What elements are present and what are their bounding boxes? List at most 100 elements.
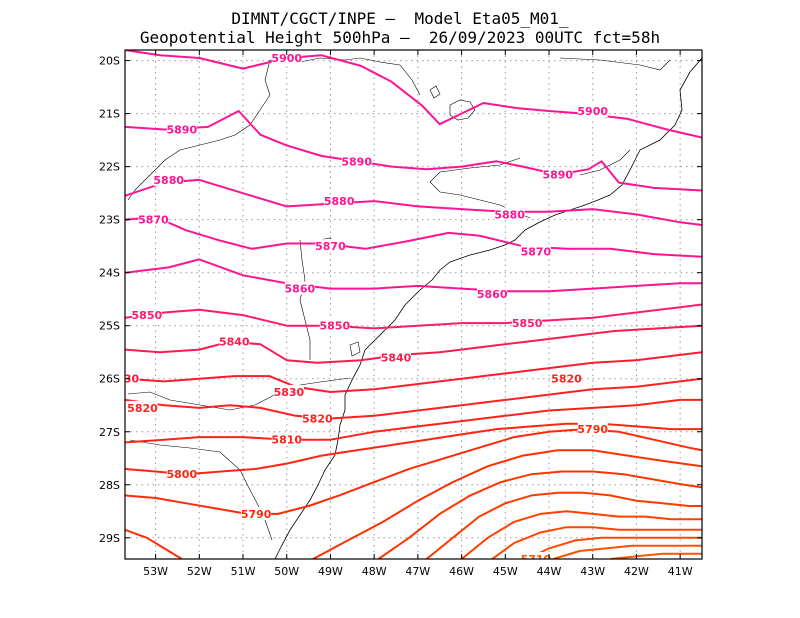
- contour-label-bg: [219, 334, 250, 348]
- contour-label-bg: [542, 167, 573, 181]
- contour-5780: [125, 528, 183, 559]
- contour-label: 5850: [132, 309, 163, 322]
- coastline-and-borders: [127, 57, 702, 559]
- contour-label-bg: [166, 467, 197, 481]
- contour-label: 5840: [381, 352, 412, 365]
- contour-label: 5870: [521, 245, 552, 258]
- contour-label: 5890: [167, 124, 198, 137]
- lat-tick-label: 23S: [99, 214, 120, 227]
- lon-tick-label: 46W: [449, 565, 474, 578]
- contour-label-bg: [302, 411, 333, 425]
- contour-5870: [125, 216, 702, 258]
- contour-5820: [125, 377, 702, 420]
- lat-tick-label: 24S: [99, 267, 120, 280]
- coastline: [274, 57, 702, 559]
- lat-tick-label: 21S: [99, 108, 120, 121]
- lon-tick-label: 41W: [668, 565, 693, 578]
- contour-5760: [425, 491, 702, 559]
- lat-tick-label: 26S: [99, 373, 120, 386]
- contour-label: 5810: [271, 434, 302, 447]
- state-border: [127, 57, 671, 541]
- contour-label: 5860: [285, 283, 316, 296]
- contour-5750: [460, 510, 702, 559]
- contour-label-bg: [324, 194, 355, 208]
- contour-label-bg: [551, 371, 582, 385]
- contour-label-bg: [127, 400, 158, 414]
- contour-label-bg: [520, 552, 551, 559]
- contour-label: 5850: [512, 317, 543, 330]
- contour-5770: [377, 470, 702, 559]
- contour-label: 5870: [315, 240, 346, 253]
- contour-label: 5790: [577, 423, 608, 436]
- contour-label-bg: [131, 308, 162, 322]
- contour-label: 5790: [241, 508, 272, 521]
- contour-label-bg: [241, 506, 272, 520]
- contour-label: 5900: [577, 105, 608, 118]
- lat-tick-label: 27S: [99, 426, 120, 439]
- contour-5790: [125, 428, 702, 515]
- contour-5740: [491, 526, 702, 559]
- islands-lakes: [319, 85, 476, 357]
- lon-tick-label: 48W: [362, 565, 387, 578]
- contour-label-bg: [138, 212, 169, 226]
- contour-labels: 5900 5900 5890 5890 5890 5880 5880 5880 5870 5870…: [124, 50, 608, 566]
- contour-label-bg: [520, 244, 551, 258]
- contour-label: 5820: [302, 412, 333, 425]
- contour-5850: [125, 303, 702, 330]
- contour-label-bg: [273, 384, 304, 398]
- map-frame: [124, 49, 703, 560]
- contour-label: 5710: [521, 553, 552, 566]
- lon-tick-label: 42W: [624, 565, 649, 578]
- lat-tick-label: 29S: [99, 532, 120, 545]
- contour-label-bg: [341, 154, 372, 168]
- contour-label: 5890: [341, 155, 372, 168]
- lon-tick-label: 51W: [231, 565, 256, 578]
- contour-label-bg: [271, 50, 302, 64]
- contour-label-bg: [125, 371, 140, 385]
- axis-ticks: 53W 52W 51W 50W 49W 48W 47W 46W 45W 44W 43W 42W 41W 2…: [99, 50, 702, 578]
- map-title-line-1: DIMNT/CGCT/INPE — Model Eta05_M01_: [231, 9, 569, 28]
- contour-5830: [125, 351, 702, 393]
- contour-5810: [125, 398, 702, 444]
- lon-tick-label: 44W: [537, 565, 562, 578]
- contour-label-bg: [477, 286, 508, 300]
- contour-label: 30: [124, 373, 140, 386]
- contour-label-bg: [512, 316, 543, 330]
- lat-tick-label: 20S: [99, 55, 120, 68]
- map-title-line-2: Geopotential Height 500hPa — 26/09/2023 …: [139, 28, 661, 47]
- contour-label: 5870: [138, 214, 169, 227]
- lat-tick-label: 22S: [99, 161, 120, 174]
- contour-label: 5860: [477, 288, 508, 301]
- contour-5710: [610, 552, 702, 559]
- contour-label-bg: [315, 239, 346, 253]
- contour-5840: [125, 324, 702, 364]
- contour-label-bg: [284, 281, 315, 295]
- contour-5860: [125, 258, 702, 293]
- lon-tick-label: 53W: [143, 565, 168, 578]
- contour-label: 5800: [167, 468, 198, 481]
- contour-label: 5820: [127, 402, 158, 415]
- contour-label-bg: [494, 207, 525, 221]
- contour-label: 5830: [274, 386, 305, 399]
- lon-tick-label: 52W: [187, 565, 212, 578]
- grid-lines: [125, 50, 702, 559]
- contour-label: 5880: [153, 174, 184, 187]
- contour-label: 5900: [271, 52, 302, 65]
- lon-tick-label: 47W: [405, 565, 430, 578]
- contour-lines: [125, 50, 702, 559]
- contour-label-bg: [577, 103, 608, 117]
- contour-label-bg: [153, 172, 184, 186]
- lon-tick-label: 43W: [580, 565, 605, 578]
- lon-tick-label: 45W: [493, 565, 518, 578]
- contour-5730: [526, 536, 702, 559]
- contour-label-bg: [166, 122, 197, 136]
- contour-label-bg: [381, 350, 412, 364]
- contour-5780: [312, 449, 702, 559]
- contour-label: 5890: [542, 169, 573, 182]
- lon-tick-label: 49W: [318, 565, 343, 578]
- contour-label-bg: [319, 318, 350, 332]
- lon-tick-label: 50W: [274, 565, 299, 578]
- contour-label-bg: [577, 422, 608, 436]
- lat-tick-label: 28S: [99, 479, 120, 492]
